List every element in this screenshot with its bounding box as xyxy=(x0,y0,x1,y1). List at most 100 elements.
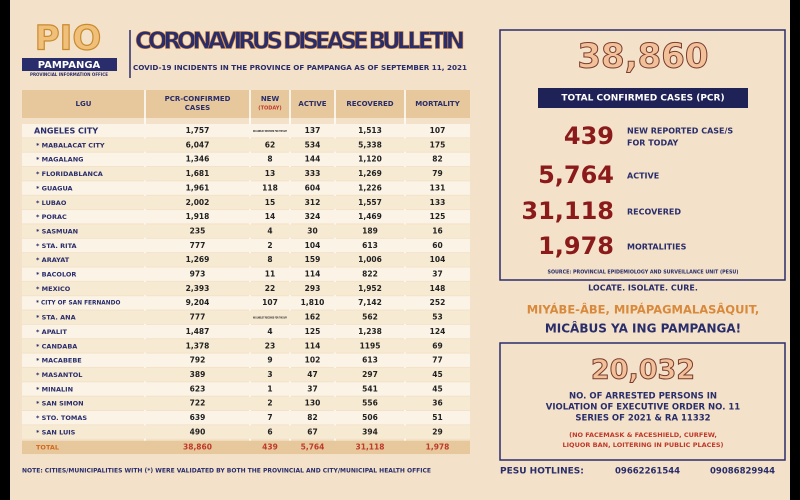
table-cell: 1,269 xyxy=(358,169,382,178)
table-row-bg xyxy=(22,238,470,253)
slogan: MICÂBUS YA ING PAMPANGA! xyxy=(545,321,741,336)
table-row-bg xyxy=(22,440,470,455)
table-cell: 45 xyxy=(432,384,442,393)
table-row-bg xyxy=(22,310,470,324)
table-cell: 490 xyxy=(190,427,206,436)
table-cell: 973 xyxy=(190,270,206,279)
table-row-bg xyxy=(22,124,470,138)
table-cell: 114 xyxy=(305,341,321,350)
lgu-name: * GUAGUA xyxy=(36,184,73,192)
table-row-bg xyxy=(22,339,470,353)
table-cell: 107 xyxy=(262,298,278,307)
table-cell: 8 xyxy=(267,255,272,264)
logo-title: PIO xyxy=(35,19,101,59)
table-cell: 297 xyxy=(362,370,378,379)
table-cell: 792 xyxy=(190,356,206,365)
table-cell: 777 xyxy=(190,313,206,322)
lgu-name: * MABALACAT CITY xyxy=(36,141,105,149)
lgu-name: ANGELES CITY xyxy=(34,127,98,136)
stat-label: RECOVERED xyxy=(627,208,681,217)
table-cell: 1,006 xyxy=(358,255,382,264)
table-cell: 293 xyxy=(305,284,321,293)
table-cell: 394 xyxy=(362,427,378,436)
table-cell: 556 xyxy=(362,399,378,408)
table-cell: 604 xyxy=(305,183,321,192)
column-header: PCR-CONFIRMED xyxy=(165,95,231,103)
table-cell: 1,557 xyxy=(358,198,382,207)
table-cell: 623 xyxy=(190,384,206,393)
table-row-bg xyxy=(22,382,470,396)
total-label: TOTAL CONFIRMED CASES (PCR) xyxy=(561,94,724,104)
table-row-bg xyxy=(22,253,470,267)
stat-value: 31,118 xyxy=(521,197,614,225)
table-cell: 1,226 xyxy=(358,183,382,192)
hotlines-label: PESU HOTLINES: xyxy=(500,467,584,477)
lgu-name: * BACOLOR xyxy=(36,271,76,279)
table-cell: 7,142 xyxy=(358,298,382,307)
table-row-bg xyxy=(22,296,470,310)
table-cell: 8 xyxy=(267,155,272,164)
table-cell: 1,961 xyxy=(186,183,210,192)
table-cell: 613 xyxy=(362,241,378,250)
total-label: TOTAL xyxy=(36,444,59,452)
table-header-bg xyxy=(22,90,470,118)
table-cell: 506 xyxy=(362,413,378,422)
summary-box xyxy=(499,29,786,281)
lgu-name: * LUBAO xyxy=(36,199,67,207)
table-cell: 30 xyxy=(307,226,317,235)
table-cell: 37 xyxy=(432,270,442,279)
table-cell: 5,764 xyxy=(301,443,325,452)
table-cell: 5,338 xyxy=(358,140,382,149)
logo-office: PROVINCIAL INFORMATION OFFICE xyxy=(30,72,108,77)
table-cell: 4 xyxy=(267,226,272,235)
table-cell: 1,120 xyxy=(358,155,382,164)
hotline-number: 09662261544 xyxy=(615,467,680,477)
lgu-name: * SAN LUIS xyxy=(36,428,76,436)
table-cell: 77 xyxy=(432,356,442,365)
table-cell: 1,952 xyxy=(358,284,382,293)
lgu-name: * STO. TOMAS xyxy=(36,414,87,422)
table-row-bg xyxy=(22,195,470,210)
table-row-bg xyxy=(22,181,470,195)
table-cell: 79 xyxy=(432,169,442,178)
stat-value: 439 xyxy=(564,122,614,150)
stat-label: NEW REPORTED CASE/S xyxy=(627,127,733,136)
motto: LOCATE. ISOLATE. CURE. xyxy=(588,284,698,293)
subtitle: COVID-19 INCIDENTS IN THE PROVINCE OF PA… xyxy=(133,63,467,72)
table-cell: 722 xyxy=(190,399,206,408)
table-cell: 102 xyxy=(305,356,321,365)
table-cell: 14 xyxy=(265,212,275,221)
table-cell: 389 xyxy=(190,370,206,379)
table-cell: 38,860 xyxy=(183,443,212,452)
hotline-number: 09086829944 xyxy=(710,467,775,477)
lgu-name: * APALIT xyxy=(36,328,67,336)
lgu-name: * FLORIDABLANCA xyxy=(36,170,103,178)
column-header: ACTIVE xyxy=(298,100,326,108)
table-cell: 4 xyxy=(267,327,272,336)
table-cell: 541 xyxy=(362,384,378,393)
table-cell: 1,978 xyxy=(426,443,450,452)
arrested-text: NO. OF ARRESTED PERSONS IN xyxy=(569,392,717,402)
table-cell: 1,487 xyxy=(186,327,210,336)
column-header: RECOVERED xyxy=(346,100,393,108)
table-cell: 777 xyxy=(190,241,206,250)
title: CORONAVIRUS DISEASE BULLETIN xyxy=(135,29,465,55)
table-cell: 613 xyxy=(362,356,378,365)
table-row-bg xyxy=(22,267,470,281)
column-header: MORTALITY xyxy=(415,100,460,108)
table-cell: 252 xyxy=(430,298,446,307)
table-row-bg xyxy=(22,411,470,425)
table-cell: 62 xyxy=(265,140,275,149)
column-header: LGU xyxy=(76,100,92,108)
table-cell: 37 xyxy=(307,384,317,393)
arrested-conditions: LIQUOR BAN, LOITERING IN PUBLIC PLACES) xyxy=(562,441,723,449)
table-row-bg xyxy=(22,425,470,439)
table-cell: 125 xyxy=(305,327,321,336)
table-cell: 1,810 xyxy=(301,298,325,307)
stat-label: FOR TODAY xyxy=(627,139,679,148)
table-cell: 82 xyxy=(307,413,317,422)
table-cell: 562 xyxy=(362,313,378,322)
table-row-bg xyxy=(22,167,470,181)
table-cell: 130 xyxy=(305,399,321,408)
